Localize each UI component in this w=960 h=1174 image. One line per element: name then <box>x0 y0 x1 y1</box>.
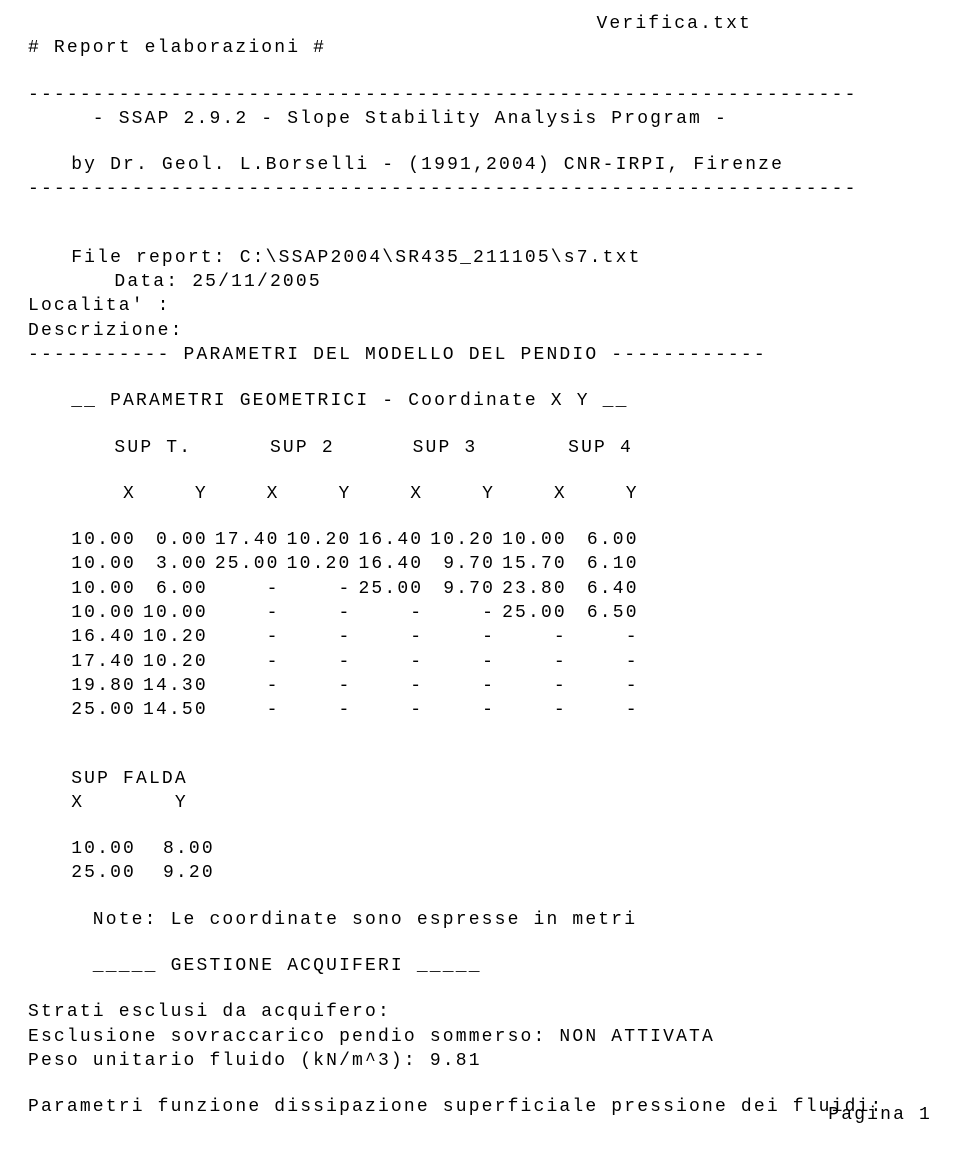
note-line: Note: Le coordinate sono espresse in met… <box>28 908 932 932</box>
falda-xy-header: X Y <box>28 791 932 815</box>
file-report-label: File report: <box>71 248 227 268</box>
esclusione-line: Esclusione sovraccarico pendio sommerso:… <box>28 1025 932 1049</box>
table-row: 10.006.00--25.009.7023.806.40 <box>71 577 645 601</box>
col-x3: X <box>358 482 430 506</box>
table-row: 25.009.20 <box>71 861 229 885</box>
file-report-value: C:\SSAP2004\SR435_211105\s7.txt <box>240 248 642 268</box>
page-container: Verifica.txt # Report elaborazioni # ---… <box>0 0 960 1140</box>
col-y3: Y <box>430 482 502 506</box>
hr-top: ----------------------------------------… <box>28 83 932 107</box>
data-value: 25/11/2005 <box>192 272 322 292</box>
coords-table: X Y X Y X Y X Y 10.000.0017.4010.2016.40… <box>71 482 645 723</box>
sup-headers-row: SUP T. SUP 2 SUP 3 SUP 4 <box>28 436 932 460</box>
col-y2: Y <box>287 482 359 506</box>
descrizione-line: Descrizione: <box>28 319 932 343</box>
file-report-line: File report: C:\SSAP2004\SR435_211105\s7… <box>28 246 932 270</box>
param-geom-line: __ PARAMETRI GEOMETRICI - Coordinate X Y… <box>28 389 932 413</box>
strati-esclusi-line: Strati esclusi da acquifero: <box>28 1000 932 1024</box>
col-x4: X <box>502 482 574 506</box>
col-x2: X <box>215 482 287 506</box>
table-row: 16.4010.20------ <box>71 625 645 649</box>
col-y1: Y <box>143 482 215 506</box>
table-row: 10.000.0017.4010.2016.4010.2010.006.00 <box>71 528 645 552</box>
program-name-line: - SSAP 2.9.2 - Slope Stability Analysis … <box>28 107 932 131</box>
table-row: 10.008.00 <box>71 837 229 861</box>
col-y4: Y <box>574 482 646 506</box>
data-label: Data: <box>114 272 179 292</box>
table-row: 19.8014.30------ <box>71 674 645 698</box>
filename-header: Verifica.txt <box>28 12 932 36</box>
table-row: 10.003.0025.0010.2016.409.7015.706.10 <box>71 552 645 576</box>
col-x1: X <box>71 482 143 506</box>
table-row: 17.4010.20------ <box>71 650 645 674</box>
falda-table: 10.008.00 25.009.20 <box>71 837 229 886</box>
table-row: 10.0010.00----25.006.50 <box>71 601 645 625</box>
table-row: 25.0014.50------ <box>71 698 645 722</box>
data-line: Data: 25/11/2005 <box>28 270 932 294</box>
sup-falda-label: SUP FALDA <box>28 767 932 791</box>
report-title: # Report elaborazioni # <box>28 36 932 60</box>
page-number: Pagina 1 <box>828 1103 932 1127</box>
xy-header-row: X Y X Y X Y X Y <box>71 482 645 506</box>
param-pendio-line: ----------- PARAMETRI DEL MODELLO DEL PE… <box>28 343 932 367</box>
gestione-acquiferi: _____ GESTIONE ACQUIFERI _____ <box>28 954 932 978</box>
hr-bottom: ----------------------------------------… <box>28 177 932 201</box>
param-dissipazione-line: Parametri funzione dissipazione superfic… <box>28 1095 932 1119</box>
author-line: by Dr. Geol. L.Borselli - (1991,2004) CN… <box>28 153 932 177</box>
peso-unitario-line: Peso unitario fluido (kN/m^3): 9.81 <box>28 1049 932 1073</box>
localita-line: Localita' : <box>28 294 932 318</box>
